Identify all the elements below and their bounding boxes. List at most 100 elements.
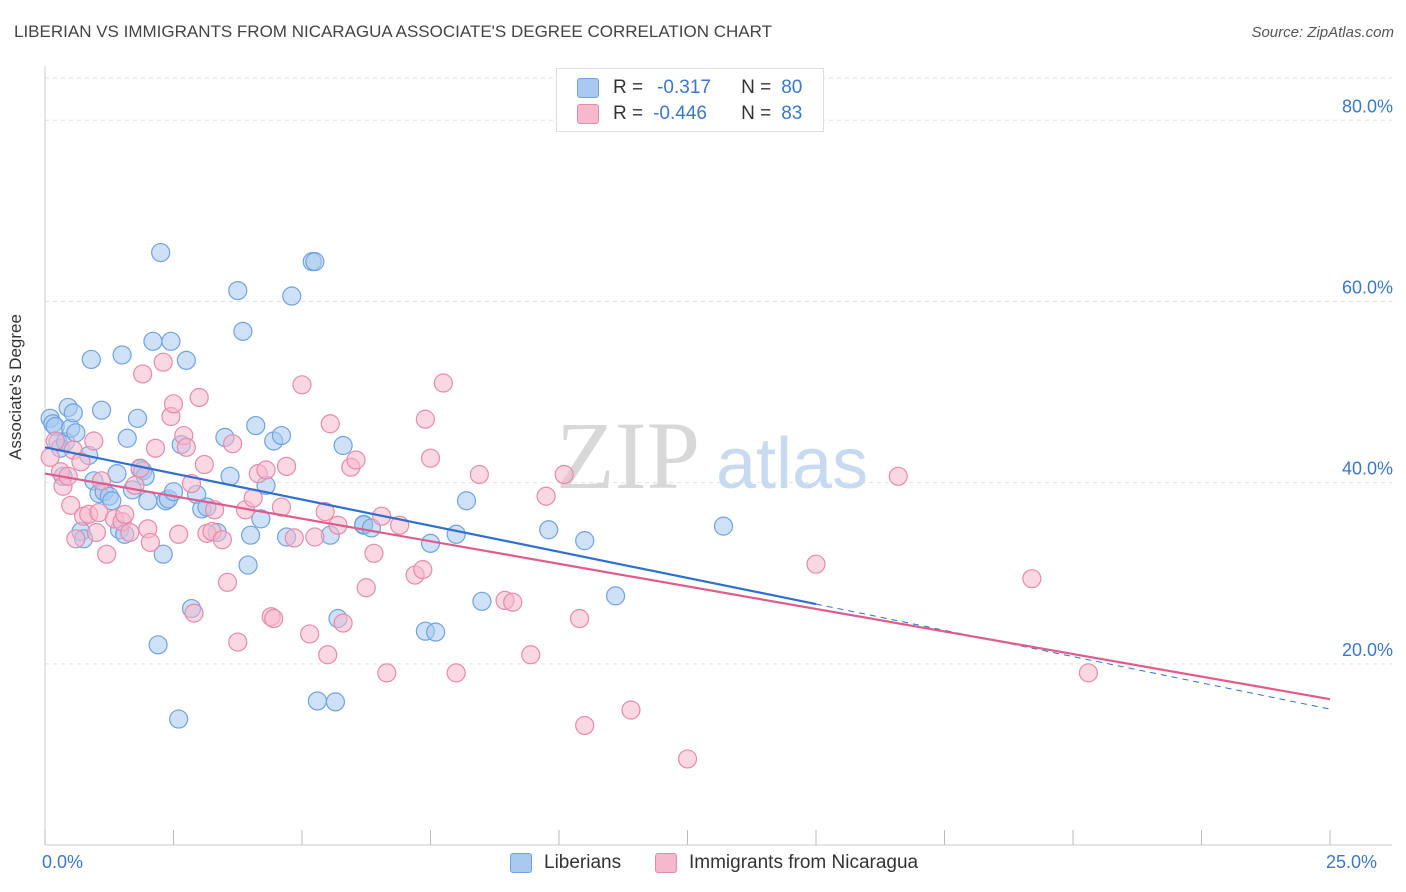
chart-title: LIBERIAN VS IMMIGRANTS FROM NICARAGUA AS… [14, 22, 772, 41]
nicaragua-point [91, 471, 112, 491]
nicaragua-point [413, 560, 433, 580]
nicaragua-point [217, 572, 238, 592]
nicaragua-point [806, 554, 826, 574]
liberian-point [112, 345, 132, 365]
nicaragua-point [223, 434, 243, 454]
legend-swatch-pink [577, 104, 599, 124]
nicaragua-point [333, 613, 353, 633]
nicaragua-point [153, 352, 173, 372]
legend-label-nicaragua: Immigrants from Nicaragua [689, 852, 919, 873]
legend-n-label: N = [741, 103, 772, 124]
legend-label-liberians: Liberians [544, 852, 622, 873]
nicaragua-point [536, 486, 556, 506]
y-tick-label: 80.0% [1342, 96, 1393, 116]
liberian-point [325, 692, 346, 712]
legend-n-value: 80 [781, 77, 803, 98]
y-tick-label: 20.0% [1342, 640, 1393, 660]
legend-swatch-nicaragua [655, 853, 677, 873]
liberian-trend-extension [815, 603, 1331, 710]
nicaragua-point [356, 578, 376, 598]
nicaragua-point [184, 603, 204, 623]
nicaragua-point [320, 414, 340, 434]
nicaragua-point [469, 464, 489, 485]
nicaragua-point [315, 502, 335, 522]
liberian-point [333, 435, 353, 456]
nicaragua-point [228, 632, 248, 652]
legend-row-nicaragua: R = -0.446 N = 83 [577, 103, 802, 125]
nicaragua-point [84, 431, 104, 451]
nicaragua-point [1022, 569, 1042, 589]
legend-r-label: R = [613, 103, 644, 124]
nicaragua-point [189, 387, 209, 408]
legend-item-liberians[interactable]: Liberians [510, 852, 621, 874]
liberian-point [228, 281, 248, 301]
x-tick-label-min: 0.0% [42, 852, 84, 872]
liberian-point [127, 408, 148, 428]
nicaragua-point [364, 543, 384, 563]
nicaragua-point [205, 500, 225, 520]
legend-r-value: -0.446 [653, 103, 707, 124]
liberian-point [426, 622, 446, 642]
y-axis-label: Associate's Degree [6, 314, 25, 460]
nicaragua-point [71, 452, 91, 472]
stats-legend: R = -0.317 N = 80 R = -0.446 N = 83 [556, 68, 824, 132]
nicaragua-point [420, 448, 441, 468]
x-tick-label-max: 25.0% [1326, 852, 1378, 872]
liberian-point [161, 331, 181, 351]
nicaragua-point [212, 530, 232, 550]
liberian-point [446, 524, 466, 544]
liberian-point [605, 586, 626, 606]
nicaragua-point [145, 438, 166, 458]
liberian-point [238, 555, 258, 575]
nicaragua-point [264, 608, 284, 629]
nicaragua-point [276, 456, 297, 476]
liberian-trend-line [44, 446, 817, 606]
legend-swatch-liberians [510, 853, 532, 873]
liberian-point [138, 491, 158, 511]
legend-n-value: 83 [781, 103, 803, 124]
liberian-point [91, 400, 112, 420]
y-tick-labels: 20.0% 40.0% 60.0% 80.0% [1342, 96, 1393, 660]
liberian-point [153, 544, 173, 564]
nicaragua-point [86, 522, 107, 543]
nicaragua-point [1078, 663, 1099, 683]
liberian-point [143, 331, 163, 351]
nicaragua-point [888, 466, 908, 486]
nicaragua-point [346, 450, 366, 470]
y-tick-label: 40.0% [1342, 459, 1393, 479]
liberian-point [307, 691, 328, 711]
trend-lines [44, 446, 1331, 710]
watermark-atlas: atlas [716, 424, 868, 504]
nicaragua-point [554, 464, 574, 485]
liberian-point [271, 425, 292, 446]
liberian-point [169, 709, 189, 729]
nicaragua-point [521, 645, 541, 665]
nicaragua-point [169, 524, 189, 544]
liberian-point [151, 242, 171, 263]
nicaragua-point [97, 544, 117, 564]
watermark: ZIP atlas [556, 402, 868, 509]
liberian-point [472, 591, 492, 611]
nicaragua-point [194, 454, 214, 475]
legend-r-value: -0.317 [657, 77, 711, 98]
nicaragua-point [176, 437, 196, 457]
nicaragua-point [446, 663, 466, 683]
legend-swatch-blue [577, 78, 599, 98]
nicaragua-point [163, 394, 184, 414]
source-label: Source: ZipAtlas.com [1251, 24, 1394, 41]
y-tick-label: 60.0% [1342, 277, 1393, 297]
nicaragua-point [377, 663, 397, 683]
legend-r-label: R = [613, 77, 644, 98]
liberian-point [107, 463, 127, 484]
nicaragua-point [503, 592, 523, 612]
liberian-point [241, 525, 261, 545]
liberian-point [251, 509, 271, 529]
legend-n-label: N = [741, 77, 772, 98]
nicaragua-point [433, 373, 453, 393]
legend-item-nicaragua[interactable]: Immigrants from Nicaragua [655, 852, 918, 874]
liberian-point [713, 516, 734, 536]
nicaragua-point [140, 532, 160, 553]
grid-lines [45, 77, 1392, 665]
nicaragua-point [125, 475, 145, 495]
